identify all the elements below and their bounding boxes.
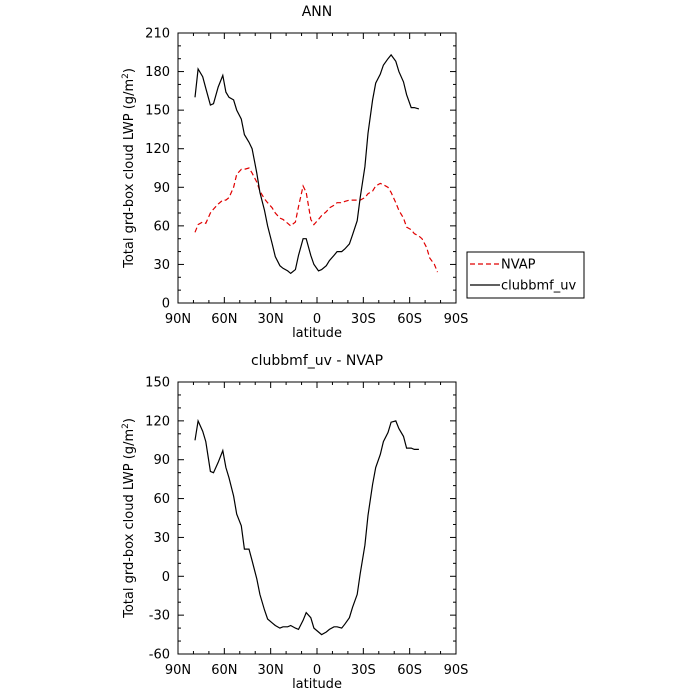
x-tick-label: 60N [211, 663, 237, 678]
x-tick-label: 0 [313, 663, 321, 678]
x-tick-label: 90N [165, 663, 191, 678]
x-tick-label: 60S [397, 663, 422, 678]
y-tick-label: 210 [145, 27, 170, 42]
x-axis-label: latitude [292, 677, 342, 692]
plot-panel: 90N 60N 30N 0 30S 60S 90S -60 -30 0 30 60 90 120 150 cl… [121, 353, 468, 692]
series-line-clubbmf_uv [194, 53, 420, 275]
y-tick-label: 30 [153, 531, 170, 546]
x-tick-label: 30S [351, 312, 376, 327]
y-tick-label: -60 [149, 648, 170, 663]
plot-panel: 90N 60N 30N 0 30S 60S 90S 0 30 60 90 120 150 180 210 AN… [121, 4, 585, 341]
y-tick-label: 0 [162, 297, 170, 312]
y-tick-label: 0 [162, 570, 170, 585]
x-tick-label: 90N [165, 312, 191, 327]
y-tick-label: 30 [153, 258, 170, 273]
legend-label: NVAP [501, 258, 536, 273]
y-tick-label: 180 [145, 65, 170, 80]
series-line-diff [194, 418, 419, 636]
y-tick-label: 120 [145, 414, 170, 429]
x-axis-label: latitude [292, 326, 342, 341]
y-axis-label: Total grd-box cloud LWP (g/m2) [121, 418, 137, 619]
x-tick-label: 60S [397, 312, 422, 327]
chart-title: clubbmf_uv - NVAP [251, 353, 383, 369]
series-line-nvap [194, 167, 439, 273]
x-tick-label: 30N [258, 663, 284, 678]
y-tick-label: 90 [153, 453, 170, 468]
y-axis-label: Total grd-box cloud LWP (g/m2) [121, 68, 137, 269]
x-tick-label: 0 [313, 312, 321, 327]
x-tick-label: 90S [444, 312, 469, 327]
legend-label: clubbmf_uv [501, 279, 576, 294]
chart-title: ANN [302, 4, 333, 20]
plot-frame [177, 381, 457, 655]
plot-frame [177, 32, 457, 304]
x-tick-label: 60N [211, 312, 237, 327]
y-tick-label: 150 [145, 376, 170, 391]
y-tick-label: 150 [145, 104, 170, 119]
y-tick-label: 60 [153, 492, 170, 507]
x-tick-label: 30N [258, 312, 284, 327]
legend [466, 251, 585, 299]
y-tick-label: 120 [145, 142, 170, 157]
y-tick-label: -30 [149, 609, 170, 624]
y-tick-label: 90 [153, 181, 170, 196]
x-tick-label: 30S [351, 663, 376, 678]
x-tick-label: 90S [444, 663, 469, 678]
y-tick-label: 60 [153, 219, 170, 234]
